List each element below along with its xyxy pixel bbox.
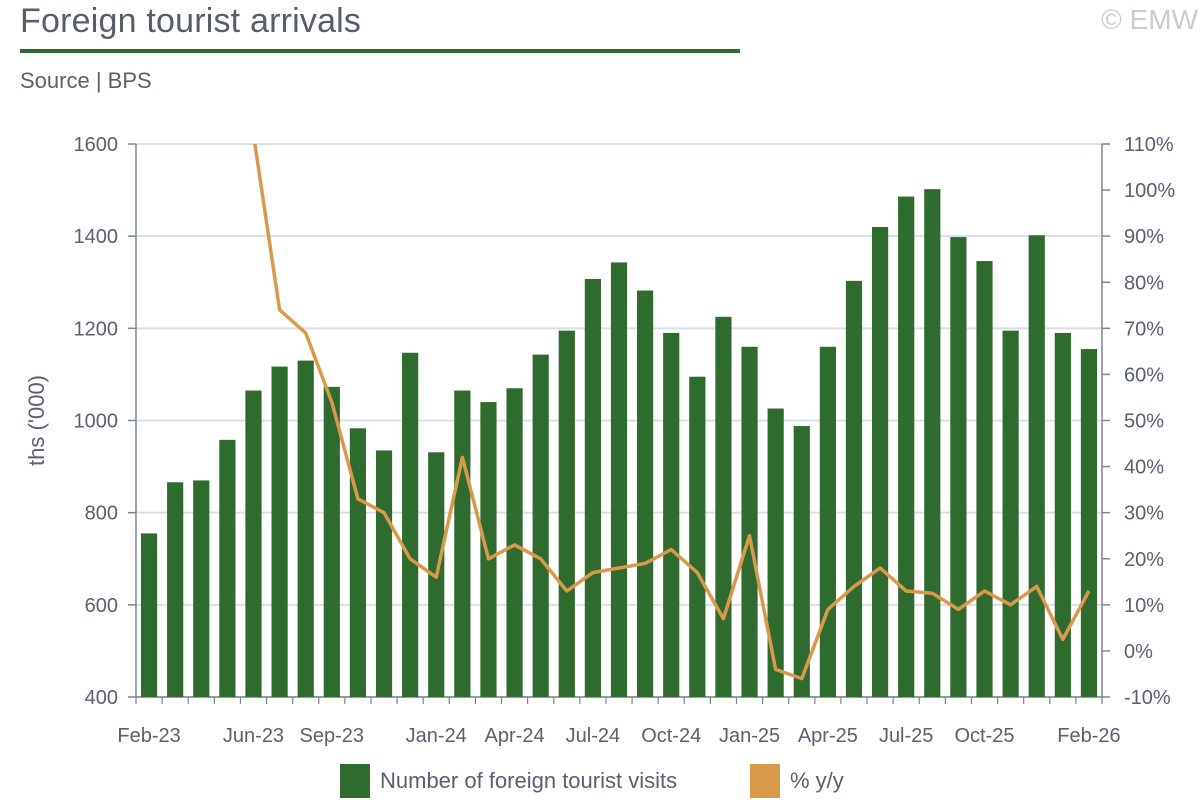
- bar: [898, 196, 915, 697]
- y2-tick-label: 40%: [1124, 457, 1164, 479]
- bar: [950, 237, 967, 698]
- bar: [1028, 235, 1045, 697]
- x-tick-label: Oct-25: [954, 725, 1014, 747]
- x-tick-label: Jul-25: [879, 725, 933, 747]
- bar: [506, 388, 523, 697]
- y-tick-label: 1400: [74, 226, 119, 248]
- bar: [297, 360, 314, 697]
- bar: [558, 330, 575, 697]
- legend-label-bars: Number of foreign tourist visits: [380, 768, 678, 793]
- y2-tick-label: 80%: [1124, 272, 1164, 294]
- x-tick-label: Oct-24: [641, 725, 701, 747]
- y2-tick-label: 30%: [1124, 503, 1164, 525]
- legend-swatch-bars: [340, 764, 370, 798]
- x-tick-label: Apr-25: [798, 725, 858, 747]
- y-tick-label: 1600: [74, 134, 119, 156]
- bar: [1080, 349, 1098, 697]
- legend-label-line: % y/y: [790, 768, 844, 793]
- x-tick-label: Jun-23: [223, 725, 284, 747]
- bar: [271, 366, 288, 697]
- copyright-watermark: © EMW: [1101, 4, 1198, 35]
- y2-tick-label: 70%: [1124, 318, 1164, 340]
- x-tick-label: Sep-23: [300, 725, 365, 747]
- legend-swatch-line: [750, 764, 780, 798]
- bar: [819, 346, 836, 697]
- bar: [584, 279, 601, 697]
- bar: [480, 402, 497, 697]
- bar: [767, 408, 784, 697]
- x-tick-label: Feb-26: [1057, 725, 1120, 747]
- y-tick-label: 1000: [74, 411, 119, 433]
- bar: [140, 533, 158, 697]
- bar: [1002, 330, 1019, 697]
- title-underline: [20, 49, 740, 53]
- bar: [793, 426, 810, 697]
- x-tick-label: Apr-24: [485, 725, 545, 747]
- bar: [845, 280, 863, 697]
- y2-tick-label: 50%: [1124, 411, 1164, 433]
- bar: [219, 439, 236, 697]
- x-tick-label: Jul-24: [566, 725, 620, 747]
- y2-tick-label: 90%: [1124, 226, 1164, 248]
- y2-tick-label: 100%: [1124, 180, 1175, 202]
- y2-tick-label: -10%: [1124, 687, 1171, 709]
- bar: [375, 450, 393, 697]
- y-axis-title: ths ('000): [24, 375, 49, 466]
- x-tick-label: Jan-24: [406, 725, 467, 747]
- bar: [454, 390, 471, 697]
- y-tick-label: 400: [85, 687, 118, 709]
- bar: [532, 354, 549, 697]
- y2-tick-label: 20%: [1124, 549, 1164, 571]
- y-tick-label: 600: [85, 595, 118, 617]
- legend-item-line: % y/y: [750, 764, 844, 798]
- bar: [167, 482, 184, 697]
- legend-item-bars: Number of foreign tourist visits: [340, 764, 677, 798]
- y2-tick-label: 10%: [1124, 595, 1164, 617]
- y-tick-label: 800: [85, 503, 118, 525]
- bar: [741, 346, 758, 697]
- bar: [871, 226, 889, 697]
- bar: [193, 480, 210, 697]
- bar: [976, 261, 993, 697]
- bar: [323, 386, 340, 697]
- y2-tick-label: 0%: [1124, 641, 1153, 663]
- x-tick-label: Feb-23: [117, 725, 180, 747]
- yoy-line: [253, 144, 1091, 681]
- legend: Number of foreign tourist visits % y/y: [0, 764, 1200, 800]
- y2-tick-label: 110%: [1124, 134, 1174, 156]
- bar: [402, 352, 419, 697]
- bar: [245, 390, 262, 697]
- bar: [1054, 332, 1071, 697]
- chart-title: Foreign tourist arrivals: [20, 2, 362, 40]
- y-tick-label: 1200: [74, 318, 119, 340]
- bar: [349, 428, 367, 697]
- chart-source: Source | BPS: [20, 68, 152, 93]
- bar: [924, 189, 941, 697]
- bar: [610, 262, 628, 697]
- x-tick-label: Jan-25: [719, 725, 780, 747]
- bar: [715, 316, 732, 697]
- bar: [689, 376, 706, 697]
- bar: [663, 332, 680, 697]
- bar: [637, 290, 654, 697]
- y2-tick-label: 60%: [1124, 364, 1164, 386]
